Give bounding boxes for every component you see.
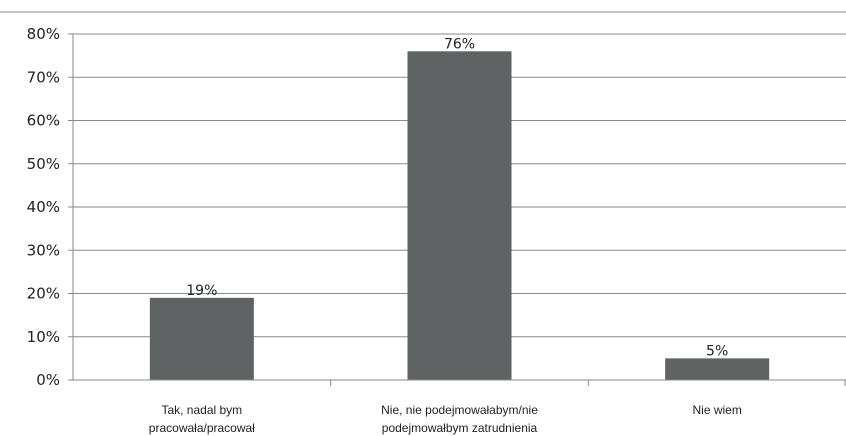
bar [665,358,770,380]
category-label: pracowała/pracował [149,421,255,435]
data-label: 76% [444,36,475,52]
y-axis-tick-labels: 0% 10% 20% 30% 40% 50% 60% 70% 80% [27,25,73,389]
x-axis [72,34,846,386]
y-tick-label: 50% [27,155,60,173]
y-tick-label: 80% [27,25,60,43]
y-tick-label: 70% [27,68,60,86]
x-axis-category-labels: Tak, nadal bym pracowała/pracował Nie, nie… [149,403,742,435]
category-label: Tak, nadal bym [161,403,242,417]
bar [149,297,254,380]
y-tick-label: 60% [27,112,60,130]
category-label: Nie wiem [692,403,741,417]
category-label: podejmowałbym zatrudnienia [382,421,538,435]
y-tick-label: 20% [27,285,60,303]
y-tick-label: 40% [27,198,60,216]
data-label: 19% [186,283,217,299]
data-labels: 19% 76% 5% [186,36,728,359]
y-tick-label: 30% [27,241,60,259]
bar [407,51,512,381]
y-tick-label: 10% [27,328,60,346]
bars [149,51,770,381]
data-label: 5% [706,343,728,359]
y-tick-label: 0% [36,371,60,389]
category-label: Nie, nie podejmowałabym/nie [381,403,538,417]
